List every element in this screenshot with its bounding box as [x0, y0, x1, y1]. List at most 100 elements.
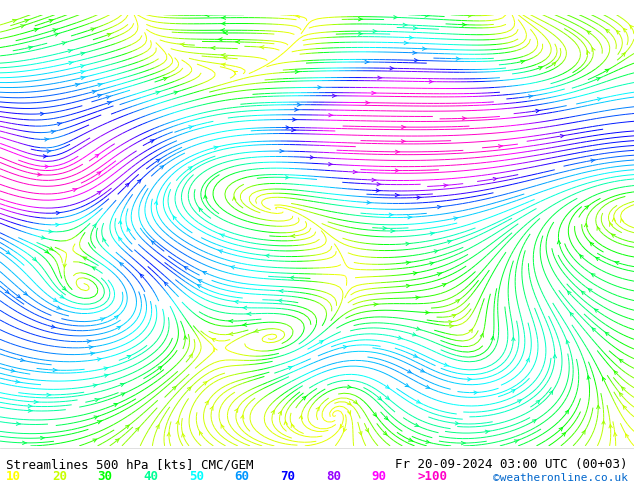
FancyArrowPatch shape [340, 424, 344, 428]
FancyArrowPatch shape [612, 218, 616, 221]
FancyArrowPatch shape [493, 177, 498, 181]
FancyArrowPatch shape [234, 72, 238, 74]
FancyArrowPatch shape [552, 62, 555, 66]
FancyArrowPatch shape [271, 411, 275, 414]
FancyArrowPatch shape [367, 201, 371, 204]
FancyArrowPatch shape [526, 358, 529, 362]
FancyArrowPatch shape [328, 163, 333, 166]
FancyArrowPatch shape [265, 254, 269, 257]
FancyArrowPatch shape [184, 267, 188, 270]
FancyArrowPatch shape [228, 332, 233, 336]
FancyArrowPatch shape [377, 183, 381, 186]
FancyArrowPatch shape [198, 280, 202, 283]
FancyArrowPatch shape [25, 20, 29, 23]
FancyArrowPatch shape [354, 400, 357, 404]
FancyArrowPatch shape [491, 337, 495, 340]
FancyArrowPatch shape [384, 416, 388, 420]
Text: 40: 40 [143, 470, 158, 483]
FancyArrowPatch shape [605, 332, 609, 336]
FancyArrowPatch shape [47, 393, 51, 396]
FancyArrowPatch shape [390, 67, 394, 70]
FancyArrowPatch shape [609, 222, 612, 226]
FancyArrowPatch shape [290, 234, 295, 238]
FancyArrowPatch shape [13, 20, 17, 23]
FancyArrowPatch shape [498, 145, 503, 148]
FancyArrowPatch shape [454, 217, 458, 220]
Text: ©weatheronline.co.uk: ©weatheronline.co.uk [493, 473, 628, 483]
FancyArrowPatch shape [521, 60, 525, 63]
FancyArrowPatch shape [365, 60, 369, 64]
FancyArrowPatch shape [595, 309, 598, 312]
FancyArrowPatch shape [229, 319, 233, 323]
FancyArrowPatch shape [485, 430, 489, 434]
FancyArrowPatch shape [41, 436, 45, 440]
FancyArrowPatch shape [581, 291, 585, 294]
FancyArrowPatch shape [234, 300, 238, 304]
FancyArrowPatch shape [590, 243, 593, 246]
FancyArrowPatch shape [429, 80, 434, 83]
FancyArrowPatch shape [550, 391, 553, 394]
FancyArrowPatch shape [75, 83, 80, 87]
Text: 10: 10 [6, 470, 22, 483]
FancyArrowPatch shape [20, 24, 25, 28]
FancyArrowPatch shape [173, 216, 176, 220]
FancyArrowPatch shape [622, 53, 625, 56]
FancyArrowPatch shape [413, 354, 417, 357]
FancyArrowPatch shape [114, 316, 118, 319]
FancyArrowPatch shape [172, 387, 176, 390]
FancyArrowPatch shape [60, 295, 64, 298]
FancyArrowPatch shape [450, 324, 454, 328]
FancyArrowPatch shape [63, 264, 67, 268]
FancyArrowPatch shape [408, 370, 411, 373]
FancyArrowPatch shape [200, 431, 202, 435]
FancyArrowPatch shape [538, 67, 542, 70]
FancyArrowPatch shape [45, 165, 49, 168]
FancyArrowPatch shape [374, 303, 378, 306]
FancyArrowPatch shape [586, 50, 590, 54]
FancyArrowPatch shape [596, 257, 600, 261]
FancyArrowPatch shape [107, 101, 112, 104]
FancyArrowPatch shape [626, 434, 629, 438]
FancyArrowPatch shape [372, 91, 376, 95]
FancyArrowPatch shape [347, 411, 351, 414]
FancyArrowPatch shape [591, 159, 595, 162]
FancyArrowPatch shape [81, 65, 85, 68]
FancyArrowPatch shape [53, 29, 58, 32]
FancyArrowPatch shape [409, 36, 413, 39]
FancyArrowPatch shape [210, 407, 213, 410]
FancyArrowPatch shape [223, 31, 228, 35]
FancyArrowPatch shape [92, 90, 97, 94]
Text: 20: 20 [52, 470, 67, 483]
FancyArrowPatch shape [566, 340, 569, 344]
FancyArrowPatch shape [155, 201, 158, 205]
FancyArrowPatch shape [97, 191, 101, 195]
FancyArrowPatch shape [614, 371, 618, 374]
FancyArrowPatch shape [254, 329, 258, 332]
FancyArrowPatch shape [221, 22, 225, 25]
FancyArrowPatch shape [413, 26, 418, 30]
FancyArrowPatch shape [585, 206, 588, 209]
FancyArrowPatch shape [138, 180, 141, 183]
FancyArrowPatch shape [106, 96, 111, 99]
FancyArrowPatch shape [299, 416, 302, 419]
FancyArrowPatch shape [529, 95, 533, 98]
FancyArrowPatch shape [32, 257, 36, 261]
FancyArrowPatch shape [422, 47, 427, 50]
FancyArrowPatch shape [83, 257, 87, 260]
Text: 50: 50 [189, 470, 204, 483]
FancyArrowPatch shape [242, 323, 247, 326]
FancyArrowPatch shape [442, 284, 446, 287]
FancyArrowPatch shape [616, 30, 620, 34]
FancyArrowPatch shape [288, 367, 293, 369]
FancyArrowPatch shape [344, 428, 346, 432]
FancyArrowPatch shape [189, 126, 193, 129]
FancyArrowPatch shape [596, 78, 600, 81]
FancyArrowPatch shape [582, 431, 585, 434]
FancyArrowPatch shape [406, 284, 411, 288]
FancyArrowPatch shape [152, 241, 155, 245]
FancyArrowPatch shape [93, 224, 96, 228]
FancyArrowPatch shape [359, 431, 362, 435]
FancyArrowPatch shape [533, 420, 536, 423]
FancyArrowPatch shape [623, 406, 626, 409]
FancyArrowPatch shape [614, 262, 619, 265]
